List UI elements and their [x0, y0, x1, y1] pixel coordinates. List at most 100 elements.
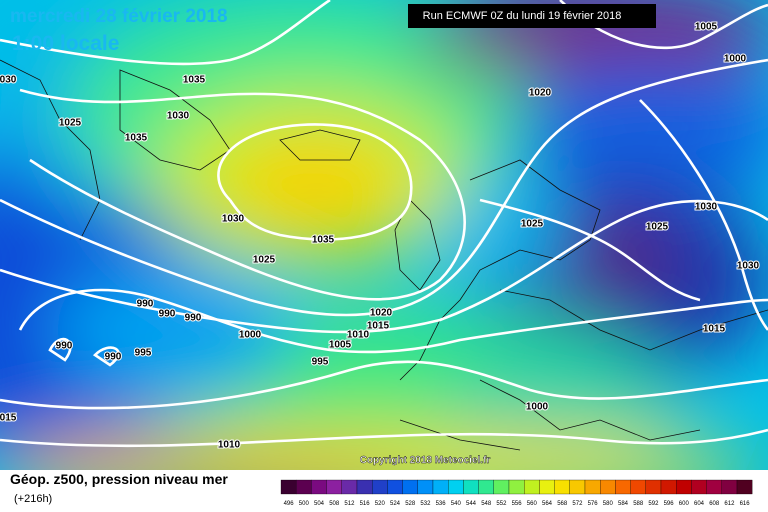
isobar-label: 1030 — [695, 202, 718, 213]
legend-label: 568 — [557, 501, 568, 507]
legend-label: 552 — [496, 501, 507, 507]
legend-label: 560 — [527, 501, 538, 507]
legend-label: 576 — [588, 501, 599, 507]
legend-swatch — [372, 479, 388, 495]
legend-swatch — [554, 479, 570, 495]
legend-label: 584 — [618, 501, 629, 507]
isobar — [479, 198, 701, 302]
legend-label: 516 — [360, 501, 371, 507]
legend-label: 604 — [694, 501, 705, 507]
legend-label: 548 — [481, 501, 492, 507]
legend-swatch — [660, 479, 677, 495]
footer-lead: (+216h) — [14, 493, 52, 505]
legend-label: 504 — [314, 501, 325, 507]
legend-swatch — [432, 479, 449, 495]
isobar-label: 030 — [0, 75, 17, 86]
legend-swatch — [691, 479, 707, 495]
run-label: Run ECMWF 0Z du lundi 19 février 2018 — [423, 10, 622, 22]
legend-swatch — [630, 479, 646, 495]
legend-label: 592 — [648, 501, 659, 507]
isobar-label: 1025 — [521, 219, 544, 230]
isobar-label: 990 — [56, 341, 73, 352]
legend-swatch — [584, 479, 601, 495]
legend-label: 532 — [420, 501, 431, 507]
legend-swatch — [280, 479, 297, 495]
copyright: Copyright 2018 Meteociel.fr — [360, 455, 491, 466]
isobar-label: 1010 — [347, 330, 370, 341]
isobar — [0, 428, 768, 448]
legend-label: 536 — [436, 501, 447, 507]
legend-label: 616 — [740, 501, 751, 507]
legend-swatch — [356, 479, 373, 495]
isobar — [0, 199, 768, 334]
legend-swatch — [524, 479, 540, 495]
legend-swatch — [645, 479, 662, 495]
isobar-label: 1025 — [646, 222, 669, 233]
legend-swatch — [615, 479, 631, 495]
legend-swatch — [296, 479, 312, 495]
legend-swatch — [341, 479, 358, 495]
legend-swatch — [311, 479, 327, 495]
color-legend: 496 500 504 508 512 516 520 524 528 532 536 540 544 5… — [280, 479, 753, 507]
isobar-label: 1000 — [526, 402, 549, 413]
isobar-label: 1015 — [703, 324, 726, 335]
isobar-label: 1035 — [312, 235, 335, 246]
isobar-label: 1030 — [222, 214, 245, 225]
legend-swatch — [402, 479, 418, 495]
legend-label: 556 — [512, 501, 523, 507]
legend-label: 540 — [451, 501, 462, 507]
legend-swatch — [326, 479, 342, 495]
map-title: mercredi 28 février 2018 — [10, 6, 228, 27]
isobar-label: 1030 — [167, 111, 190, 122]
coastline — [0, 59, 768, 451]
legend-swatch — [463, 479, 479, 495]
legend-label: 544 — [466, 501, 477, 507]
legend-swatch — [387, 479, 403, 495]
legend-label: 596 — [664, 501, 675, 507]
isobar-label: 990 — [105, 352, 122, 363]
legend-swatch — [508, 479, 525, 495]
isobar-label: 1025 — [253, 255, 276, 266]
isobar-label: 1020 — [529, 88, 552, 99]
isobar-label: 1000 — [239, 330, 262, 341]
isobar-label: 1015 — [367, 321, 390, 332]
isobar — [19, 88, 466, 301]
legend-label: 512 — [344, 501, 355, 507]
legend-label: 588 — [633, 501, 644, 507]
legend-swatch — [600, 479, 616, 495]
isobar — [48, 337, 120, 367]
isobar — [0, 0, 331, 66]
legend-label: 572 — [572, 501, 583, 507]
isobar-label: 1035 — [183, 75, 206, 86]
legend-swatch — [417, 479, 434, 495]
isobar-label: 990 — [137, 299, 154, 310]
legend-swatch — [539, 479, 555, 495]
isobar-label: 995 — [312, 357, 329, 368]
isobar-label: 1005 — [695, 22, 718, 33]
isobar-label: 1035 — [125, 133, 148, 144]
isobar-label: 1030 — [737, 261, 760, 272]
isobar — [0, 360, 768, 410]
legend-swatch — [676, 479, 692, 495]
legend-swatch — [736, 479, 753, 495]
isobar-label: 995 — [135, 348, 152, 359]
legend-swatch — [706, 479, 722, 495]
legend-label: 520 — [375, 501, 386, 507]
legend-swatch — [493, 479, 510, 495]
legend-label: 564 — [542, 501, 553, 507]
isobar — [18, 288, 768, 354]
isobar-label: 990 — [185, 313, 202, 324]
legend-label: 508 — [329, 501, 340, 507]
isobar-label: 1005 — [329, 340, 352, 351]
legend-label: 500 — [299, 501, 310, 507]
map-subtitle: 1:00 locale — [12, 32, 119, 55]
isobar-label: 1025 — [59, 118, 82, 129]
legend-swatch — [448, 479, 464, 495]
legend-swatch — [569, 479, 586, 495]
legend-label: 524 — [390, 501, 401, 507]
legend-swatch — [721, 479, 738, 495]
legend-label: 600 — [679, 501, 690, 507]
legend-label: 608 — [709, 501, 720, 507]
